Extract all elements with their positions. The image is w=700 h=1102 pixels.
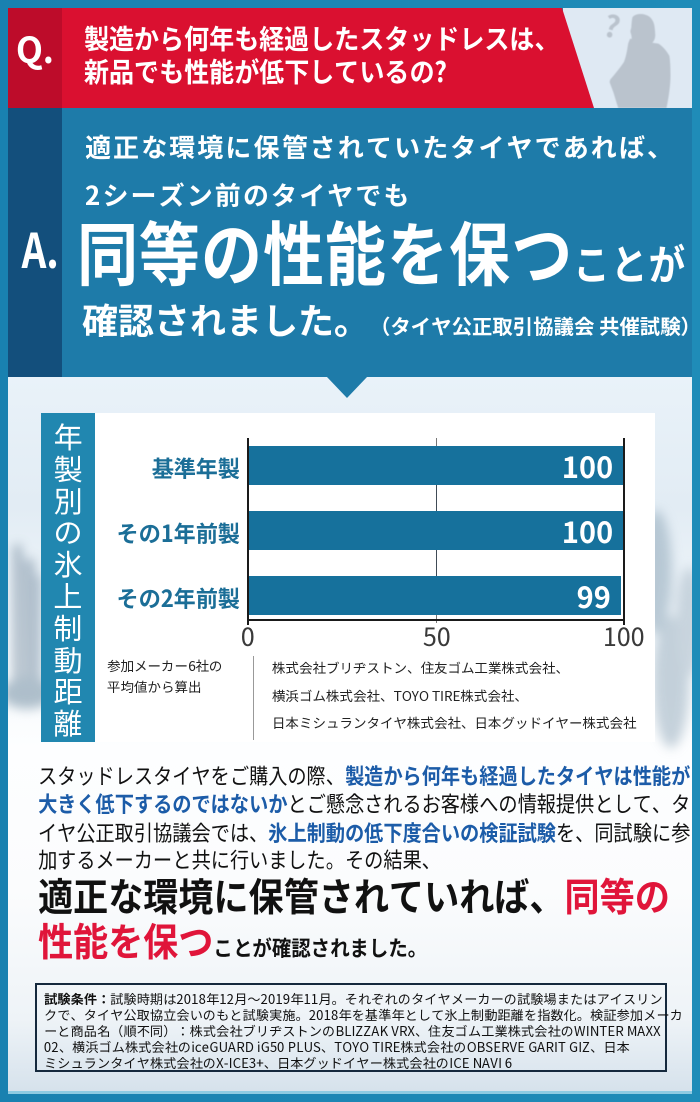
svg-text:?: ? xyxy=(600,8,625,48)
